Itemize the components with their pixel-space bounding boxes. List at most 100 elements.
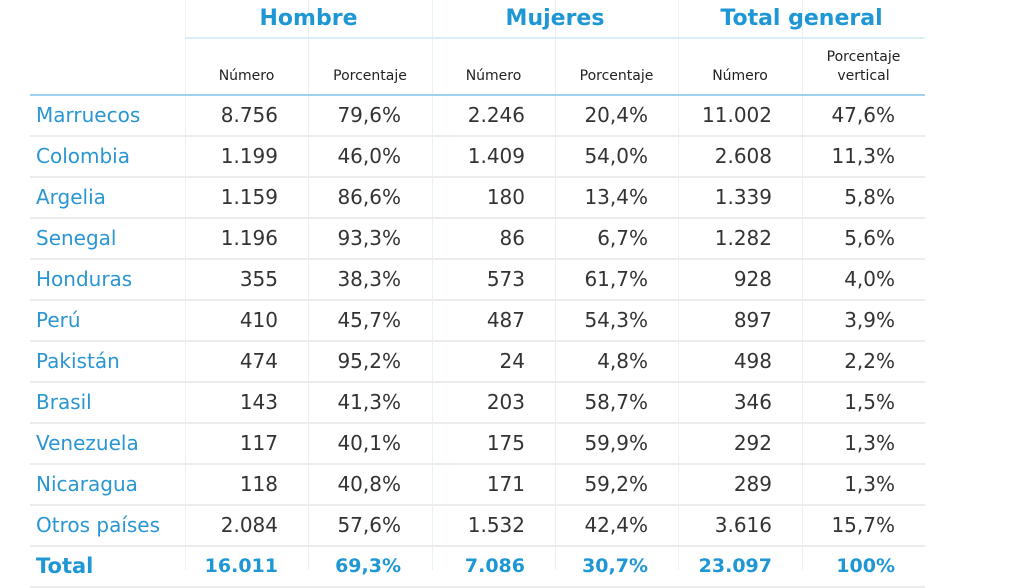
- hombre-porcentaje: 41,3%: [337, 390, 401, 414]
- country-name: Pakistán: [36, 349, 120, 373]
- hombre-porcentaje: 38,3%: [337, 267, 401, 291]
- mujeres-porcentaje: 42,4%: [584, 513, 648, 537]
- total-numero: 346: [733, 390, 772, 414]
- total-row: Total 16.011 69,3% 7.086 30,7% 23.097 10…: [30, 547, 925, 588]
- hombre-porcentaje: 40,1%: [337, 431, 401, 455]
- group-header-total-general: Total general: [678, 0, 925, 39]
- mujeres-porcentaje: 4,8%: [597, 349, 648, 373]
- country-name: Total: [36, 554, 94, 578]
- subheader-hombre-numero: Número: [218, 68, 275, 84]
- hombre-porcentaje: 79,6%: [337, 103, 401, 127]
- table-row: Venezuela 117 40,1% 175 59,9% 292 1,3%: [30, 424, 925, 465]
- country-name: Venezuela: [36, 431, 139, 455]
- mujeres-porcentaje: 54,3%: [584, 308, 648, 332]
- column-divider: [555, 0, 556, 570]
- total-porcentaje-vertical: 11,3%: [831, 144, 895, 168]
- subheader-mujeres-porcentaje: Porcentaje: [579, 68, 654, 84]
- mujeres-numero: 86: [499, 226, 525, 250]
- hombre-numero: 1.159: [220, 185, 278, 209]
- mujeres-porcentaje: 20,4%: [584, 103, 648, 127]
- country-name: Senegal: [36, 226, 117, 250]
- column-divider: [185, 0, 186, 570]
- hombre-porcentaje: 40,8%: [337, 472, 401, 496]
- table-row: Brasil 143 41,3% 203 58,7% 346 1,5%: [30, 383, 925, 424]
- total-numero: 11.002: [702, 103, 772, 127]
- subheader-total-numero: Número: [712, 68, 768, 84]
- hombre-numero: 117: [239, 431, 278, 455]
- country-name: Nicaragua: [36, 472, 138, 496]
- mujeres-numero: 7.086: [464, 555, 525, 577]
- mujeres-numero: 1.532: [467, 513, 525, 537]
- hombre-numero: 16.011: [204, 555, 278, 577]
- total-numero: 1.282: [714, 226, 772, 250]
- mujeres-numero: 171: [486, 472, 525, 496]
- hombre-porcentaje: 86,6%: [337, 185, 401, 209]
- total-porcentaje-vertical: 47,6%: [831, 103, 895, 127]
- country-name: Argelia: [36, 185, 106, 209]
- mujeres-numero: 175: [486, 431, 525, 455]
- hombre-porcentaje: 95,2%: [337, 349, 401, 373]
- hombre-numero: 355: [239, 267, 278, 291]
- mujeres-porcentaje: 30,7%: [582, 555, 648, 577]
- total-numero: 292: [733, 431, 772, 455]
- subheader-line-2: vertical: [837, 68, 890, 84]
- column-divider: [678, 0, 679, 570]
- mujeres-porcentaje: 58,7%: [584, 390, 648, 414]
- table-body: Marruecos 8.756 79,6% 2.246 20,4% 11.002…: [30, 96, 925, 588]
- column-divider: [432, 0, 433, 570]
- table-row: Honduras 355 38,3% 573 61,7% 928 4,0%: [30, 260, 925, 301]
- mujeres-numero: 24: [499, 349, 525, 373]
- mujeres-numero: 1.409: [467, 144, 525, 168]
- column-divider: [308, 0, 309, 570]
- country-name: Perú: [36, 308, 81, 332]
- group-header-row: Hombre Mujeres Total general: [185, 0, 925, 39]
- hombre-numero: 143: [239, 390, 278, 414]
- mujeres-numero: 573: [486, 267, 525, 291]
- group-header-hombre: Hombre: [185, 0, 432, 39]
- subheader-line-1: Porcentaje: [826, 49, 901, 65]
- total-numero: 3.616: [714, 513, 772, 537]
- total-numero: 1.339: [714, 185, 772, 209]
- total-numero: 498: [733, 349, 772, 373]
- subheader-row: Número Porcentaje Número Porcentaje Núme…: [30, 39, 925, 96]
- mujeres-porcentaje: 54,0%: [584, 144, 648, 168]
- hombre-porcentaje: 57,6%: [337, 513, 401, 537]
- mujeres-porcentaje: 6,7%: [597, 226, 648, 250]
- mujeres-numero: 180: [486, 185, 525, 209]
- hombre-numero: 8.756: [220, 103, 278, 127]
- table-row: Perú 410 45,7% 487 54,3% 897 3,9%: [30, 301, 925, 342]
- country-name: Marruecos: [36, 103, 141, 127]
- total-porcentaje-vertical: 2,2%: [844, 349, 895, 373]
- mujeres-numero: 2.246: [467, 103, 525, 127]
- table-row: Senegal 1.196 93,3% 86 6,7% 1.282 5,6%: [30, 219, 925, 260]
- total-porcentaje-vertical: 1,3%: [844, 431, 895, 455]
- hombre-numero: 474: [239, 349, 278, 373]
- table-row: Otros países 2.084 57,6% 1.532 42,4% 3.6…: [30, 506, 925, 547]
- total-porcentaje-vertical: 100%: [836, 555, 895, 577]
- group-header-mujeres: Mujeres: [432, 0, 678, 39]
- mujeres-numero: 203: [486, 390, 525, 414]
- total-numero: 23.097: [698, 555, 772, 577]
- mujeres-porcentaje: 59,2%: [584, 472, 648, 496]
- hombre-porcentaje: 69,3%: [335, 555, 401, 577]
- country-name: Brasil: [36, 390, 92, 414]
- total-porcentaje-vertical: 5,6%: [844, 226, 895, 250]
- total-porcentaje-vertical: 3,9%: [844, 308, 895, 332]
- mujeres-porcentaje: 13,4%: [584, 185, 648, 209]
- subheader-total-porcentaje-vertical: Porcentaje vertical: [802, 48, 925, 86]
- hombre-numero: 1.199: [220, 144, 278, 168]
- table-row: Colombia 1.199 46,0% 1.409 54,0% 2.608 1…: [30, 137, 925, 178]
- mujeres-porcentaje: 59,9%: [584, 431, 648, 455]
- total-porcentaje-vertical: 1,3%: [844, 472, 895, 496]
- hombre-numero: 2.084: [220, 513, 278, 537]
- subheader-hombre-porcentaje: Porcentaje: [333, 68, 407, 84]
- total-porcentaje-vertical: 4,0%: [844, 267, 895, 291]
- hombre-porcentaje: 46,0%: [337, 144, 401, 168]
- total-numero: 2.608: [714, 144, 772, 168]
- table-row: Nicaragua 118 40,8% 171 59,2% 289 1,3%: [30, 465, 925, 506]
- total-porcentaje-vertical: 5,8%: [844, 185, 895, 209]
- total-porcentaje-vertical: 15,7%: [831, 513, 895, 537]
- total-numero: 928: [733, 267, 772, 291]
- hombre-numero: 118: [239, 472, 278, 496]
- table-row: Pakistán 474 95,2% 24 4,8% 498 2,2%: [30, 342, 925, 383]
